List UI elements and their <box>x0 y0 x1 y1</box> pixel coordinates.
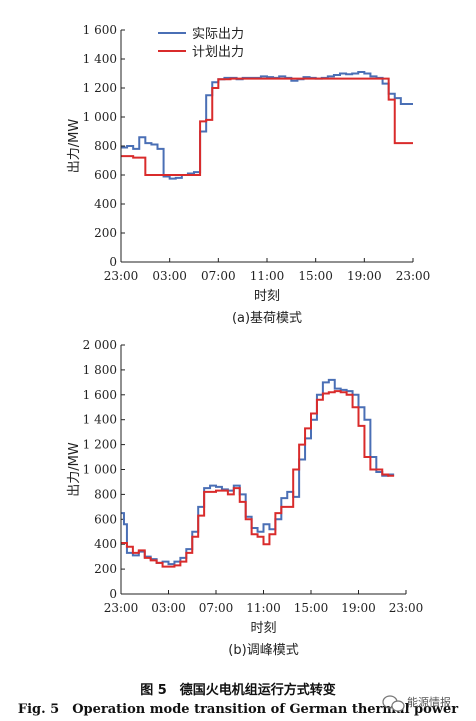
chart-a-y-tick-label: 600 <box>94 168 117 182</box>
chart-b-x-tick-label: 19:00 <box>341 601 376 615</box>
watermark-text: 能源情报 <box>407 695 451 709</box>
chart-b-y-tick-label: 1 400 <box>83 413 117 427</box>
chart-b-y-tick-label: 800 <box>94 487 117 501</box>
chart-a-series <box>121 71 413 180</box>
chart-b-subtitle: (b)调峰模式 <box>228 643 298 658</box>
chart-a-x-axis-title: 时刻 <box>254 289 280 304</box>
chart-a-y-tick-label: 200 <box>94 226 117 240</box>
chart-b-x-tick-label: 03:00 <box>151 601 186 615</box>
chart-a-y-tick-label: 400 <box>94 197 117 211</box>
chart-b-y-tick-label: 200 <box>94 562 117 576</box>
chart-b-y-tick-label: 1 600 <box>83 388 117 402</box>
chart-b-x-tick-label: 11:00 <box>246 601 281 615</box>
legend-label-actual: 实际出力 <box>192 27 244 42</box>
chart-b-y-tick-label: 1 800 <box>83 363 117 377</box>
chart-a-y-tick-label: 1 000 <box>83 110 117 124</box>
chart-a-y-tick-label: 0 <box>109 255 117 269</box>
chart-b-x-tick-label: 23:00 <box>389 601 424 615</box>
chart-a-x-tick-label: 11:00 <box>250 269 285 283</box>
chart-a-y-ticks: 0 200 400 600 800 1 000 1 200 1 400 1 600 <box>83 23 125 269</box>
chart-a-x-ticks: 23:00 03:00 07:00 11:00 15:00 19:00 23:00 <box>104 258 431 283</box>
chart-b-y-axis-title: 出力/MW <box>67 442 82 497</box>
chart-b: 0 200 400 600 800 1 000 1 200 1 400 1 600 1 800 2 … <box>67 338 423 658</box>
chart-b-x-axis-title: 时刻 <box>250 621 276 636</box>
chart-a-y-tick-label: 1 600 <box>83 23 117 37</box>
chart-a-x-tick-label: 03:00 <box>152 269 187 283</box>
chart-b-series-planned-line <box>121 390 395 568</box>
legend-label-planned: 计划出力 <box>192 45 244 60</box>
wechat-icon <box>382 695 405 712</box>
chart-a-y-axis-title: 出力/MW <box>67 119 82 174</box>
chart-b-y-tick-label: 1 000 <box>83 463 117 477</box>
chart-b-y-tick-label: 400 <box>94 537 117 551</box>
chart-b-y-ticks: 0 200 400 600 800 1 000 1 200 1 400 1 600 1 800 2 … <box>83 338 125 601</box>
figure-caption-cn: 图 5 德国火电机组运行方式转变 <box>140 682 336 698</box>
chart-b-x-tick-label: 07:00 <box>199 601 234 615</box>
watermark: 能源情报 <box>382 695 451 712</box>
chart-a-x-tick-label: 19:00 <box>347 269 382 283</box>
chart-a-series-actual-line <box>121 71 413 180</box>
chart-b-x-ticks: 23:00 03:00 07:00 11:00 15:00 19:00 23:00 <box>104 590 424 615</box>
chart-a-x-tick-label: 15:00 <box>298 269 333 283</box>
chart-b-y-tick-label: 2 000 <box>83 338 117 352</box>
chart-b-y-tick-label: 600 <box>94 512 117 526</box>
chart-b-series <box>121 378 395 568</box>
chart-b-x-tick-label: 23:00 <box>104 601 139 615</box>
chart-b-y-tick-label: 1 200 <box>83 438 117 452</box>
chart-a-y-tick-label: 1 400 <box>83 52 117 66</box>
chart-a-series-planned-line <box>121 77 413 176</box>
figure-caption-en: Fig. 5 Operation mode transition of Germ… <box>18 702 458 717</box>
chart-a-x-tick-label: 23:00 <box>104 269 139 283</box>
chart-a-y-tick-label: 800 <box>94 139 117 153</box>
chart-a-y-tick-label: 1 200 <box>83 81 117 95</box>
chart-a-x-tick-label: 23:00 <box>396 269 431 283</box>
chart-a-x-tick-label: 07:00 <box>201 269 236 283</box>
chart-b-x-tick-label: 15:00 <box>294 601 329 615</box>
chart-a-subtitle: (a)基荷模式 <box>232 311 302 326</box>
chart-b-y-tick-label: 0 <box>109 587 117 601</box>
